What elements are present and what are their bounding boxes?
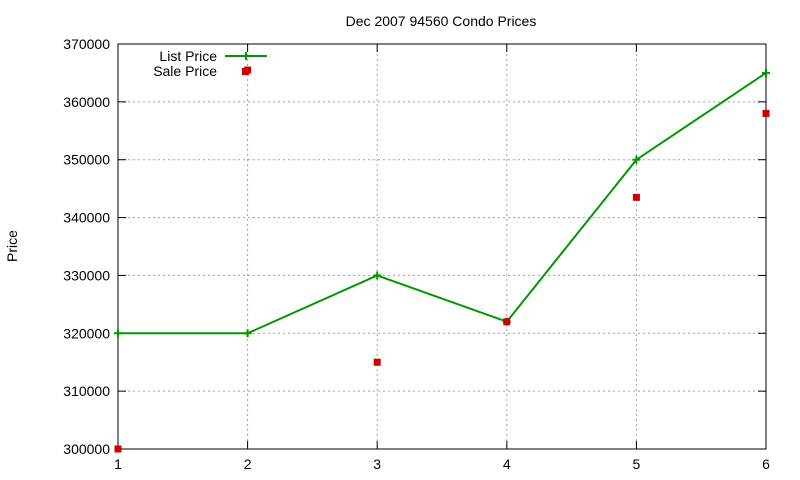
x-tick-label: 5 [633,456,641,472]
legend-marker-list-price [242,52,250,60]
data-point-sale-price [762,109,770,117]
plot-area: 300000 310000 320000 330000 340000 350000 3600… [63,36,770,472]
series-sale-price [114,66,770,453]
legend-marker-sale-price [242,68,249,75]
data-point-list-price [373,271,382,280]
grid [118,44,766,449]
y-tick-label: 350000 [63,152,110,168]
y-tick-label: 320000 [63,325,110,341]
data-point-list-price [632,155,641,164]
x-tick-label: 3 [373,456,381,472]
data-point-sale-price [114,445,122,453]
legend-label-list-price: List Price [159,48,217,64]
x-tick-label: 1 [114,456,122,472]
y-tick-label: 340000 [63,210,110,226]
x-tick-label: 2 [244,456,252,472]
y-tick-label: 370000 [63,36,110,52]
series-line-list-price [118,72,767,335]
x-tick-label: 6 [762,456,770,472]
data-point-list-price [114,329,122,338]
series-list-price [114,68,770,338]
plot-border [117,43,767,450]
data-point-list-price [762,68,770,77]
axis-ticks: 300000 310000 320000 330000 340000 350000 3600… [63,36,770,472]
legend: List Price Sale Price [153,48,267,79]
y-tick-label: 300000 [63,441,110,457]
y-tick-label: 310000 [63,383,110,399]
y-tick-label: 330000 [63,267,110,283]
data-point-sale-price [632,193,640,201]
x-tick-label: 4 [503,456,511,472]
y-tick-label: 360000 [63,94,110,110]
chart-title: Dec 2007 94560 Condo Prices [346,13,537,29]
data-point-sale-price [373,358,381,366]
legend-label-sale-price: Sale Price [153,63,217,79]
data-point-sale-price [503,318,511,326]
data-point-list-price [243,329,252,338]
series-layer [114,66,770,453]
y-axis-label: Price [4,230,20,262]
